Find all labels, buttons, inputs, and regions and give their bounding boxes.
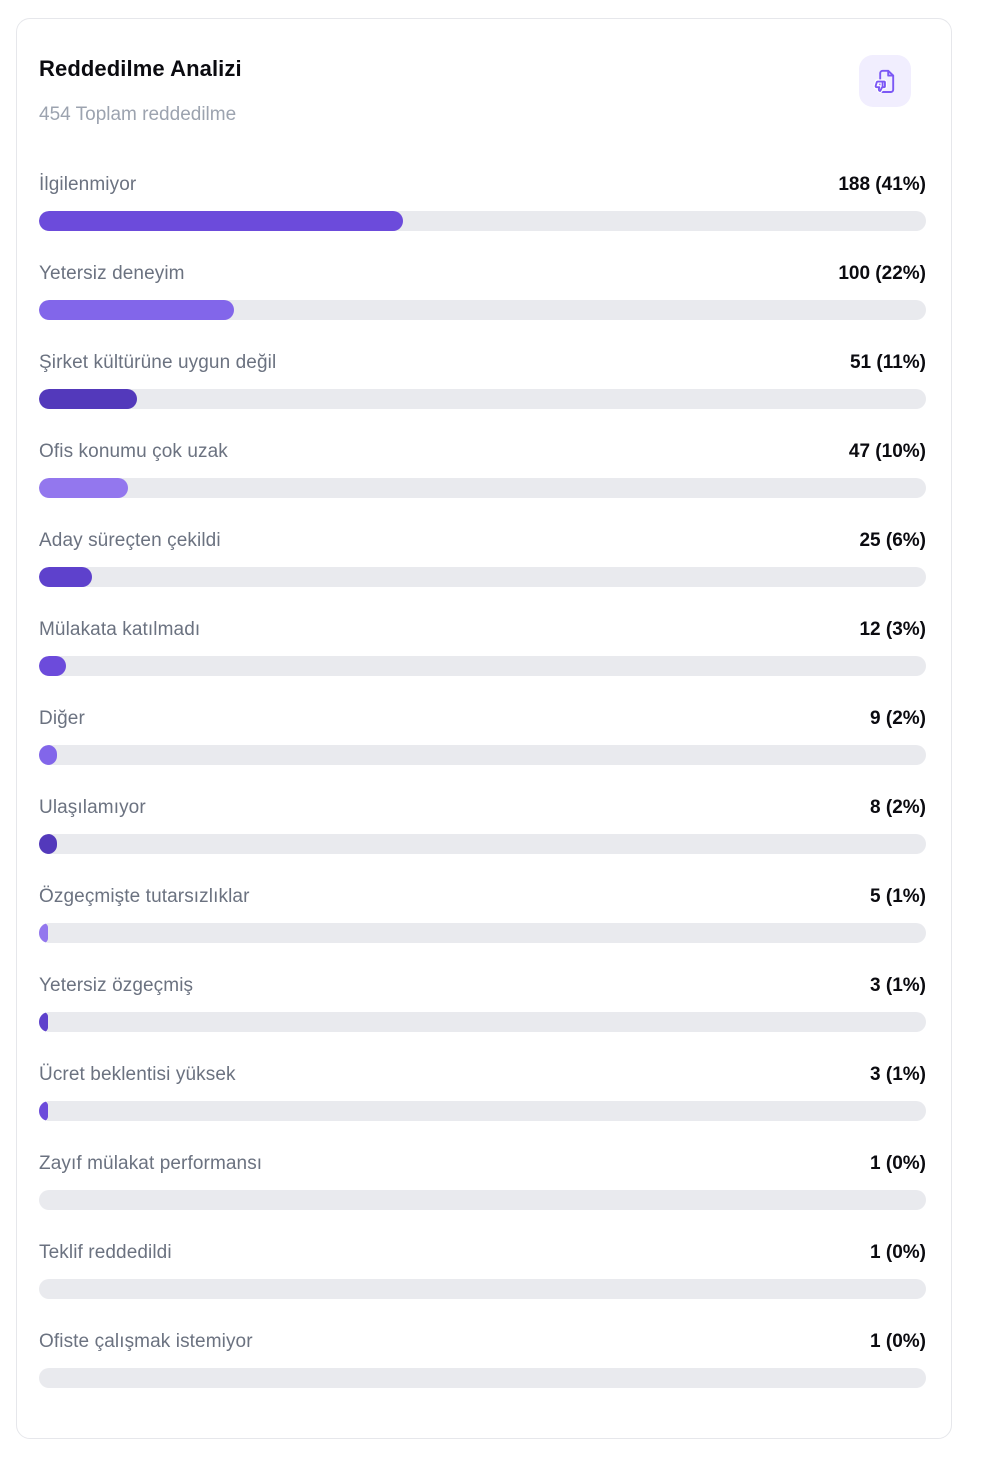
row-head: Diğer 9 (2%)	[39, 707, 926, 731]
row-head: Aday süreçten çekildi 25 (6%)	[39, 529, 926, 553]
row-head: Teklif reddedildi 1 (0%)	[39, 1241, 926, 1265]
reason-label: Özgeçmişte tutarsızlıklar	[39, 886, 250, 907]
row-head: İlgilenmiyor 188 (41%)	[39, 173, 926, 197]
rejection-reason-row: Özgeçmişte tutarsızlıklar 5 (1%)	[39, 885, 926, 943]
reason-label: Ulaşılamıyor	[39, 797, 146, 818]
reason-count-value: 1 (0%)	[870, 1331, 926, 1352]
card-title: Reddedilme Analizi	[39, 56, 242, 81]
row-head: Şirket kültürüne uygun değil 51 (11%)	[39, 351, 926, 375]
reason-label: Aday süreçten çekildi	[39, 530, 221, 551]
row-head: Ofiste çalışmak istemiyor 1 (0%)	[39, 1330, 926, 1354]
progress-track	[39, 834, 926, 854]
row-head: Ofis konumu çok uzak 47 (10%)	[39, 440, 926, 464]
progress-track	[39, 211, 926, 231]
reason-label: Zayıf mülakat performansı	[39, 1153, 263, 1174]
progress-track	[39, 656, 926, 676]
progress-fill	[39, 300, 235, 320]
reason-count-value: 51 (11%)	[849, 352, 926, 373]
row-head: Zayıf mülakat performansı 1 (0%)	[39, 1152, 926, 1176]
reason-count-value: 5 (1%)	[870, 886, 926, 907]
row-head: Yetersiz özgeçmiş 3 (1%)	[39, 974, 926, 998]
reason-count-value: 1 (0%)	[870, 1242, 926, 1263]
reason-label: Yetersiz deneyim	[39, 263, 185, 284]
card-subtitle: 454 Toplam reddedilme	[39, 104, 237, 125]
reason-label: Ofis konumu çok uzak	[39, 441, 228, 462]
reason-count-value: 12 (3%)	[859, 619, 926, 640]
rejection-reason-row: Teklif reddedildi 1 (0%)	[39, 1241, 926, 1299]
rejection-analysis-card: Reddedilme Analizi 454 Toplam reddedilme	[16, 18, 952, 1439]
rejection-reason-row: Yetersiz özgeçmiş 3 (1%)	[39, 974, 926, 1032]
row-head: Yetersiz deneyim 100 (22%)	[39, 262, 926, 286]
card-header-text: Reddedilme Analizi 454 Toplam reddedilme	[39, 55, 242, 127]
row-head: Özgeçmişte tutarsızlıklar 5 (1%)	[39, 885, 926, 909]
rejection-reason-row: Aday süreçten çekildi 25 (6%)	[39, 529, 926, 587]
progress-track	[39, 300, 926, 320]
progress-fill	[39, 834, 57, 854]
rejection-reason-row: Diğer 9 (2%)	[39, 707, 926, 765]
reason-label: Diğer	[39, 708, 85, 729]
document-thumbs-down-icon	[859, 55, 911, 107]
progress-fill	[39, 478, 128, 498]
reason-count-value: 1 (0%)	[870, 1153, 926, 1174]
progress-track	[39, 1101, 926, 1121]
reason-label: Şirket kültürüne uygun değil	[39, 352, 277, 373]
reason-label: İlgilenmiyor	[39, 174, 137, 195]
rejection-reason-row: Ulaşılamıyor 8 (2%)	[39, 796, 926, 854]
rejection-reason-row: Ücret beklentisi yüksek 3 (1%)	[39, 1063, 926, 1121]
reason-count-value: 25 (6%)	[859, 530, 926, 551]
progress-track	[39, 745, 926, 765]
reason-label: Yetersiz özgeçmiş	[39, 975, 194, 996]
progress-track	[39, 1368, 926, 1388]
reason-label: Ofiste çalışmak istemiyor	[39, 1331, 253, 1352]
reason-count-value: 47 (10%)	[848, 441, 926, 462]
reason-label: Ücret beklentisi yüksek	[39, 1064, 236, 1085]
row-head: Ücret beklentisi yüksek 3 (1%)	[39, 1063, 926, 1087]
progress-track	[39, 1012, 926, 1032]
progress-track	[39, 478, 926, 498]
progress-track	[39, 567, 926, 587]
reason-count-value: 3 (1%)	[870, 1064, 926, 1085]
reason-label: Mülakata katılmadı	[39, 619, 201, 640]
progress-fill	[39, 567, 93, 587]
progress-track	[39, 1279, 926, 1299]
progress-fill	[39, 211, 403, 231]
card-header: Reddedilme Analizi 454 Toplam reddedilme	[39, 55, 926, 127]
progress-track	[39, 923, 926, 943]
rejection-reason-row: Mülakata katılmadı 12 (3%)	[39, 618, 926, 676]
rejection-reason-row: Ofis konumu çok uzak 47 (10%)	[39, 440, 926, 498]
reason-count-value: 8 (2%)	[870, 797, 926, 818]
progress-fill	[39, 389, 137, 409]
reason-count-value: 3 (1%)	[870, 975, 926, 996]
reason-count-value: 9 (2%)	[870, 708, 926, 729]
progress-fill	[39, 656, 66, 676]
progress-fill	[39, 1101, 48, 1121]
reason-count-value: 100 (22%)	[838, 263, 926, 284]
rejection-reason-row: Şirket kültürüne uygun değil 51 (11%)	[39, 351, 926, 409]
row-head: Ulaşılamıyor 8 (2%)	[39, 796, 926, 820]
rejection-reason-list: İlgilenmiyor 188 (41%) Yetersiz deneyim …	[39, 173, 926, 1388]
reason-count-value: 188 (41%)	[838, 174, 926, 195]
rejection-reason-row: Yetersiz deneyim 100 (22%)	[39, 262, 926, 320]
rejection-reason-row: Ofiste çalışmak istemiyor 1 (0%)	[39, 1330, 926, 1388]
row-head: Mülakata katılmadı 12 (3%)	[39, 618, 926, 642]
progress-fill	[39, 745, 57, 765]
progress-track	[39, 389, 926, 409]
progress-fill	[39, 1012, 48, 1032]
rejection-reason-row: Zayıf mülakat performansı 1 (0%)	[39, 1152, 926, 1210]
reason-label: Teklif reddedildi	[39, 1242, 172, 1263]
rejection-reason-row: İlgilenmiyor 188 (41%)	[39, 173, 926, 231]
progress-track	[39, 1190, 926, 1210]
progress-fill	[39, 923, 48, 943]
